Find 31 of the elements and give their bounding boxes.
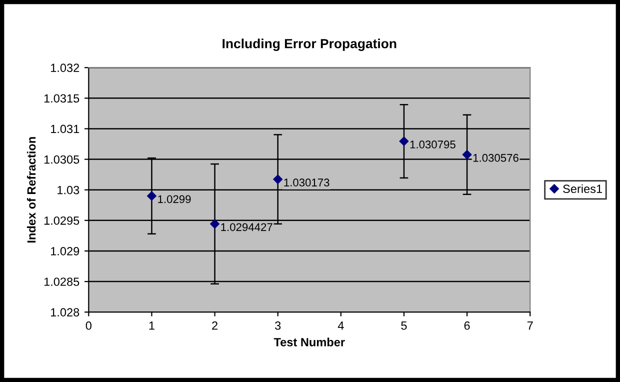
data-label: 1.0299: [158, 195, 191, 204]
data-label: 1.030795: [410, 140, 456, 148]
x-tick-label: 7: [527, 322, 533, 330]
y-tick-label: 1.0315: [44, 94, 80, 103]
y-tick-label: 1.03: [58, 186, 80, 194]
x-tick-label: 0: [86, 321, 92, 330]
y-tick-label: 1.029: [50, 247, 80, 256]
y-tick-label: 1.0295: [44, 216, 80, 225]
point: [210, 219, 220, 229]
x-tick-label: 5: [401, 322, 407, 330]
legend-label: Series1: [563, 184, 602, 194]
y-tick-label: 1.0285: [44, 278, 80, 286]
data-label: 1.030576: [473, 154, 518, 162]
y-tick-label: 1.032: [50, 64, 80, 72]
chart-title: Including Error Propagation: [222, 38, 396, 51]
x-tick-label: 4: [338, 322, 344, 330]
x-tick-label: 2: [212, 321, 218, 330]
x-tick-label: 3: [275, 321, 281, 330]
y-tick-label: 1.028: [50, 308, 80, 316]
y-tick-label: 1.031: [50, 124, 80, 134]
x-tick-label: 1: [149, 322, 154, 330]
y-axis-title: Index of Refraction: [26, 137, 36, 243]
x-tick-label: 6: [464, 321, 470, 330]
point: [462, 150, 472, 160]
point: [399, 136, 409, 146]
point: [147, 191, 156, 201]
data-label: 1.0294427: [221, 223, 272, 232]
data-label: 1.030173: [284, 178, 330, 186]
point: [273, 174, 282, 184]
x-axis-title: Test Number: [274, 338, 345, 346]
y-tick-label: 1.0305: [44, 155, 80, 164]
